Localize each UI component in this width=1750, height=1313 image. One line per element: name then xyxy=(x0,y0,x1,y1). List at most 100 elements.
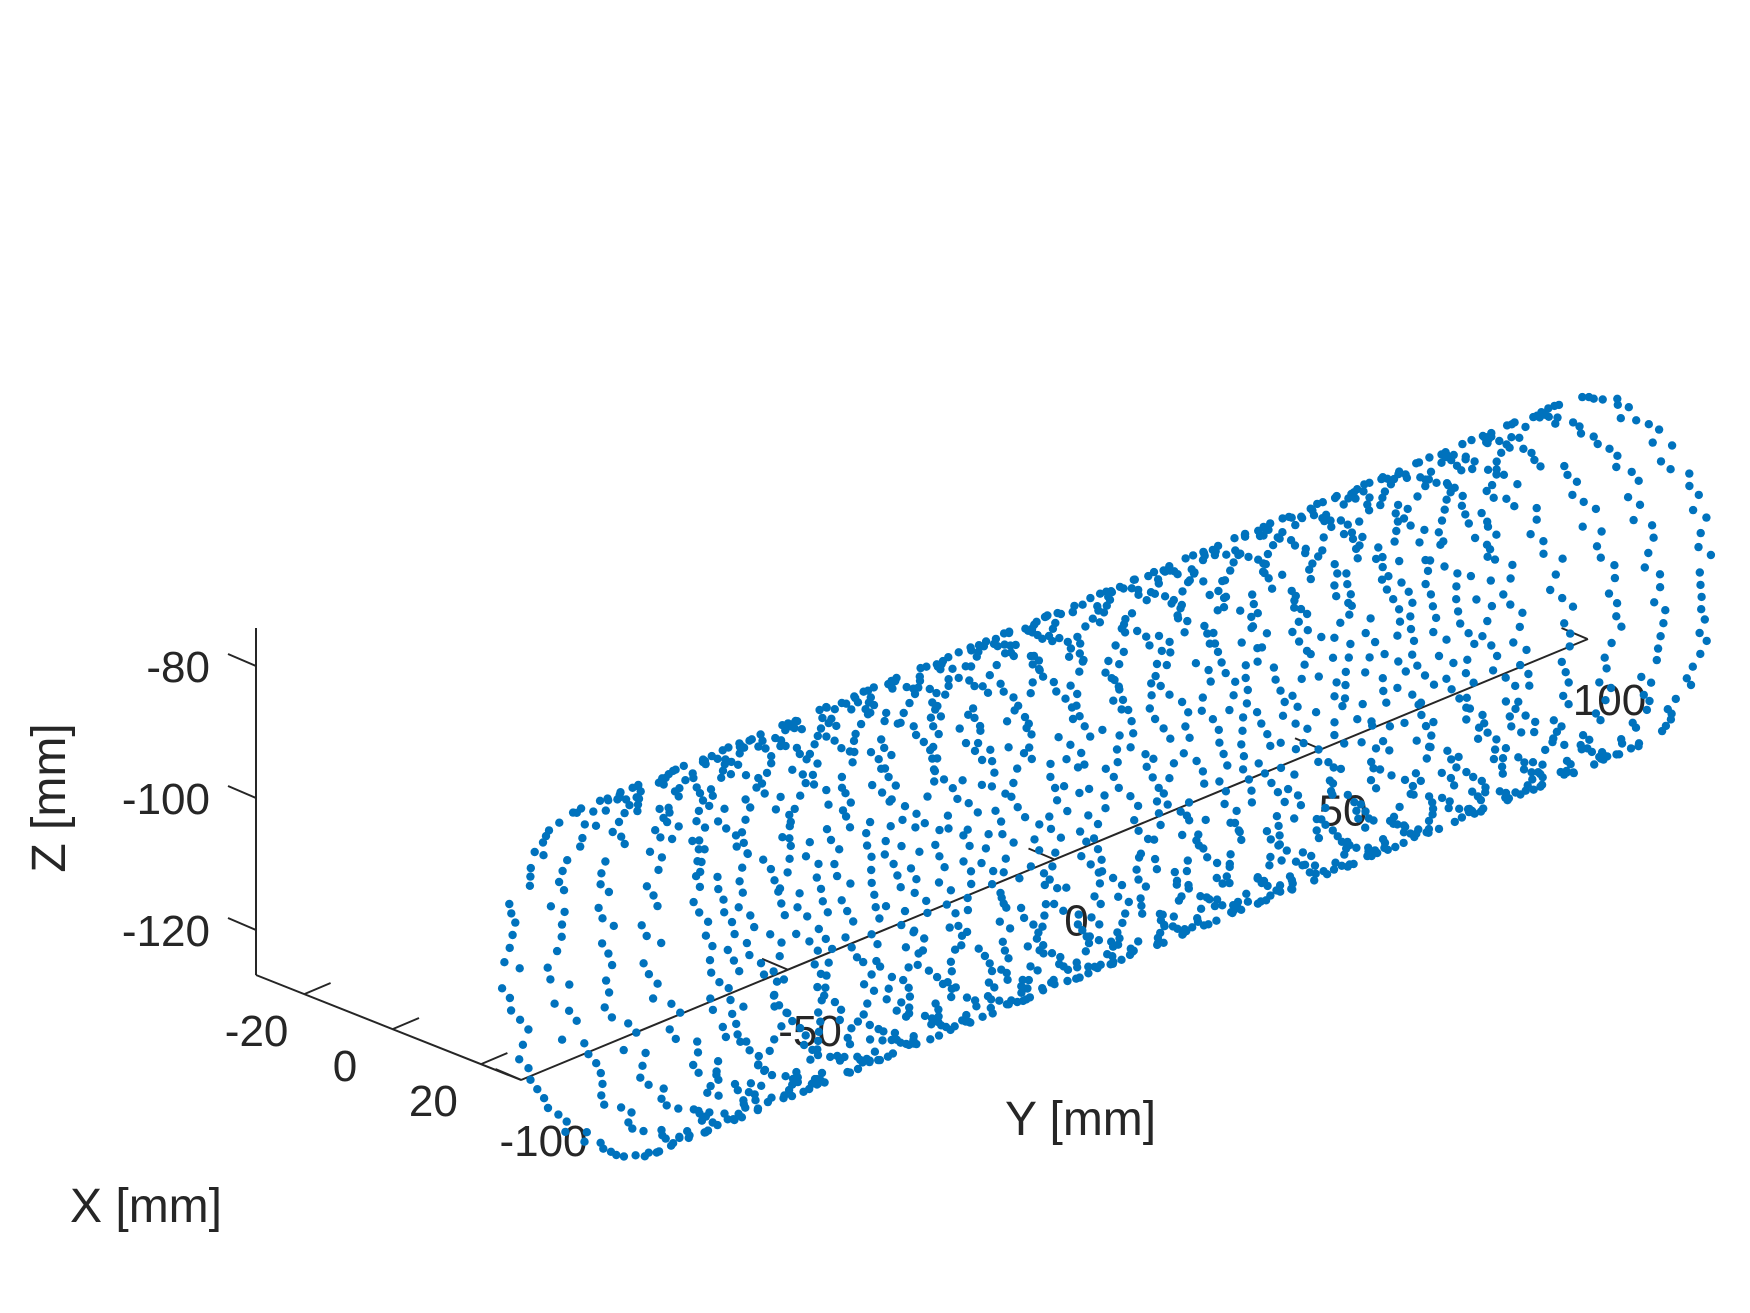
data-point xyxy=(803,912,812,921)
data-point xyxy=(841,933,850,942)
data-point xyxy=(1046,772,1055,782)
data-point xyxy=(1272,812,1282,821)
data-point xyxy=(1314,757,1323,767)
data-point xyxy=(1231,677,1240,686)
data-point xyxy=(1492,465,1501,474)
data-point xyxy=(843,1067,852,1077)
data-point xyxy=(1537,780,1547,789)
data-point xyxy=(797,725,806,734)
data-point xyxy=(781,1072,790,1081)
data-point xyxy=(692,783,701,792)
data-point xyxy=(1595,678,1604,687)
data-point xyxy=(1442,635,1451,644)
data-point xyxy=(1288,885,1297,894)
data-point xyxy=(675,1132,684,1142)
data-point xyxy=(1318,514,1327,523)
data-point xyxy=(751,1096,760,1105)
data-point xyxy=(810,960,819,969)
data-point xyxy=(1442,674,1451,683)
data-point xyxy=(747,735,756,744)
data-point xyxy=(822,785,831,795)
data-point xyxy=(1384,572,1393,581)
data-point xyxy=(821,934,830,944)
data-point xyxy=(632,793,641,802)
data-point xyxy=(1473,792,1483,801)
data-point xyxy=(953,794,962,804)
data-point xyxy=(1249,599,1259,609)
data-point xyxy=(1613,400,1623,409)
data-point xyxy=(1572,477,1582,486)
data-point xyxy=(942,900,951,909)
data-point xyxy=(1606,683,1616,693)
data-point xyxy=(1299,738,1308,748)
data-point xyxy=(1095,879,1105,888)
data-point xyxy=(1480,719,1489,728)
data-point xyxy=(1472,595,1481,604)
data-point xyxy=(1109,772,1119,782)
data-point xyxy=(859,957,868,967)
data-point xyxy=(1449,450,1458,460)
data-point xyxy=(1286,536,1296,545)
data-point xyxy=(1253,609,1263,618)
data-point xyxy=(1212,873,1222,883)
data-point xyxy=(1181,554,1190,563)
data-point xyxy=(1097,855,1106,864)
data-point xyxy=(813,1079,823,1088)
data-point xyxy=(1330,692,1339,701)
data-point xyxy=(1212,916,1221,925)
data-point xyxy=(614,793,624,802)
data-point xyxy=(943,811,953,820)
data-point xyxy=(1663,705,1673,714)
data-point xyxy=(1256,897,1266,906)
data-point xyxy=(1055,633,1064,643)
data-point xyxy=(1271,675,1280,684)
data-point xyxy=(1117,705,1126,714)
data-point xyxy=(1595,752,1604,762)
data-point xyxy=(893,871,902,880)
data-point xyxy=(968,704,978,713)
data-point xyxy=(739,838,748,848)
data-point xyxy=(1000,640,1009,649)
data-point xyxy=(564,1006,574,1015)
data-point xyxy=(929,742,938,752)
data-point xyxy=(1160,920,1169,930)
data-point xyxy=(1217,658,1226,667)
data-point xyxy=(1578,392,1587,402)
data-point xyxy=(608,827,617,837)
data-point xyxy=(905,698,914,708)
data-point xyxy=(1077,852,1086,861)
data-point xyxy=(870,1047,880,1056)
data-point xyxy=(1218,879,1227,888)
data-point xyxy=(1089,834,1099,843)
data-point xyxy=(1241,661,1251,670)
data-point xyxy=(753,1104,763,1113)
data-point xyxy=(1421,579,1430,589)
data-point xyxy=(657,1094,666,1104)
data-point xyxy=(1274,821,1283,831)
data-point xyxy=(742,1037,751,1046)
data-point xyxy=(864,698,874,707)
data-point xyxy=(1343,520,1353,529)
data-point xyxy=(847,705,856,714)
data-point xyxy=(1262,629,1272,638)
data-point xyxy=(1461,510,1470,519)
data-point xyxy=(1023,626,1033,635)
data-point xyxy=(1444,803,1453,813)
data-point xyxy=(1117,955,1126,964)
data-point xyxy=(1511,681,1520,691)
data-point xyxy=(944,824,953,833)
data-point xyxy=(863,710,873,719)
data-point xyxy=(689,773,698,783)
data-point xyxy=(1561,668,1570,677)
data-point xyxy=(1059,906,1068,915)
data-point xyxy=(1481,788,1490,797)
data-point xyxy=(915,847,924,856)
data-point xyxy=(712,1070,721,1080)
data-point xyxy=(1236,549,1245,558)
data-point xyxy=(810,740,819,749)
data-point xyxy=(624,1019,633,1028)
data-point xyxy=(805,937,814,946)
data-point xyxy=(926,713,936,722)
data-point xyxy=(1136,849,1146,858)
data-point xyxy=(1473,734,1483,743)
